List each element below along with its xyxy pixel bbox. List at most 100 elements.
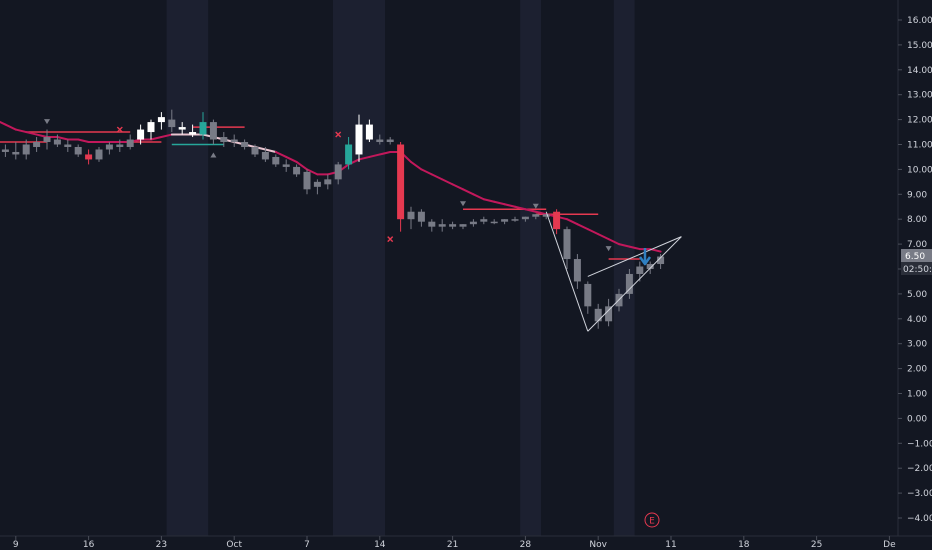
candle-body[interactable] — [553, 211, 561, 230]
candle-body[interactable] — [199, 122, 207, 135]
candle-body[interactable] — [64, 144, 72, 147]
session-band — [613, 0, 635, 536]
candle-body[interactable] — [137, 129, 145, 140]
earnings-marker[interactable]: E — [644, 512, 660, 528]
candle-body[interactable] — [168, 119, 176, 128]
candle-body[interactable] — [12, 151, 20, 155]
candle-body[interactable] — [209, 122, 217, 140]
countdown-label: 02:50:2 — [903, 265, 932, 275]
ma-segment — [274, 150, 288, 158]
candle-body[interactable] — [542, 214, 550, 217]
candle-body[interactable] — [501, 219, 509, 222]
tri-down-marker — [532, 203, 539, 209]
candle-body[interactable] — [261, 151, 269, 160]
candle-body[interactable] — [636, 266, 644, 274]
candle-body[interactable] — [251, 146, 259, 155]
pattern-line[interactable] — [545, 211, 589, 332]
candles[interactable] — [0, 109, 665, 329]
time-axis[interactable]: 9 16 23 Oct 7 14 21 28 Nov 11 18 25 De — [13, 536, 896, 550]
candle-body[interactable] — [53, 139, 61, 145]
ma-segment — [618, 243, 631, 248]
pattern-line[interactable] — [587, 236, 682, 332]
candle-body[interactable] — [438, 224, 446, 227]
candle-body[interactable] — [407, 211, 415, 220]
candle-body[interactable] — [293, 166, 301, 175]
tri-down-marker — [460, 201, 466, 207]
candle-body[interactable] — [95, 149, 103, 160]
candle-body[interactable] — [303, 171, 311, 190]
y-tick-label: 4.00 — [907, 315, 927, 325]
candle-body[interactable] — [532, 214, 540, 217]
candle-body[interactable] — [521, 216, 529, 220]
candle-body[interactable] — [417, 211, 425, 222]
ma-segment — [358, 155, 371, 161]
y-tick-label: 14.00 — [907, 66, 932, 76]
candle-body[interactable] — [189, 132, 197, 135]
ma-segment — [77, 138, 90, 144]
candle-body[interactable] — [594, 308, 602, 322]
candle-body[interactable] — [282, 164, 290, 167]
candle-body[interactable] — [74, 146, 82, 155]
candle-body[interactable] — [584, 283, 592, 307]
candle-body[interactable] — [386, 139, 394, 143]
candle-body[interactable] — [22, 144, 30, 155]
ma-segment — [524, 208, 537, 213]
candle-body[interactable] — [625, 273, 633, 294]
ma-segment — [472, 193, 485, 201]
candle-body[interactable] — [605, 306, 613, 322]
candle-body[interactable] — [157, 117, 165, 123]
candle-body[interactable] — [105, 144, 113, 150]
ma-segment — [378, 150, 392, 156]
candle-body[interactable] — [324, 179, 332, 185]
x-tick-label: 23 — [156, 540, 167, 550]
candle-body[interactable] — [355, 124, 363, 155]
candle-body[interactable] — [230, 139, 238, 143]
candle-body[interactable] — [563, 229, 571, 260]
candle-body[interactable] — [469, 221, 477, 225]
x-tick-label: 25 — [811, 540, 822, 550]
candle-body[interactable] — [126, 139, 134, 147]
candle-body[interactable] — [85, 154, 93, 160]
last-price-label: 6.50 — [905, 252, 925, 262]
x-tick-label: 7 — [304, 540, 310, 550]
ma-segment — [285, 155, 298, 163]
candle-body[interactable] — [241, 142, 249, 147]
candle-body[interactable] — [220, 137, 228, 143]
ma-segment — [514, 205, 527, 211]
candle-body[interactable] — [480, 219, 488, 222]
candle-body[interactable] — [1, 149, 9, 152]
candle-body[interactable] — [449, 224, 457, 227]
candle-body[interactable] — [178, 127, 186, 130]
candle-body[interactable] — [272, 156, 280, 165]
candle-body[interactable] — [334, 164, 342, 180]
last-price-tag: 6.50 — [901, 249, 932, 262]
ma-segment — [534, 210, 548, 216]
candle-body[interactable] — [397, 144, 405, 220]
candle-body[interactable] — [459, 224, 467, 227]
candle-body[interactable] — [33, 142, 41, 147]
candle-body[interactable] — [147, 122, 155, 133]
y-tick-label: 5.00 — [907, 290, 927, 300]
x-tick-label: 14 — [374, 540, 386, 550]
candle-body[interactable] — [573, 259, 581, 282]
candle-body[interactable] — [646, 264, 654, 269]
y-tick-label: 2.00 — [907, 365, 927, 375]
candle-body[interactable] — [365, 124, 373, 140]
x-marker — [116, 126, 123, 133]
ma-segment — [295, 160, 308, 171]
candle-body[interactable] — [376, 139, 384, 143]
candle-body[interactable] — [490, 221, 498, 224]
candle-body[interactable] — [428, 221, 436, 227]
candle-body[interactable] — [313, 181, 321, 187]
candle-body[interactable] — [657, 256, 665, 265]
candle-body[interactable] — [116, 144, 124, 147]
candle-body[interactable] — [511, 219, 519, 221]
ma-segment — [482, 198, 496, 203]
triangle-pattern[interactable] — [545, 211, 682, 332]
pattern-line[interactable] — [587, 236, 682, 277]
ma-segment — [451, 183, 464, 191]
ma-segment — [25, 131, 38, 136]
candle-body[interactable] — [345, 144, 353, 165]
candle-body[interactable] — [43, 137, 51, 143]
